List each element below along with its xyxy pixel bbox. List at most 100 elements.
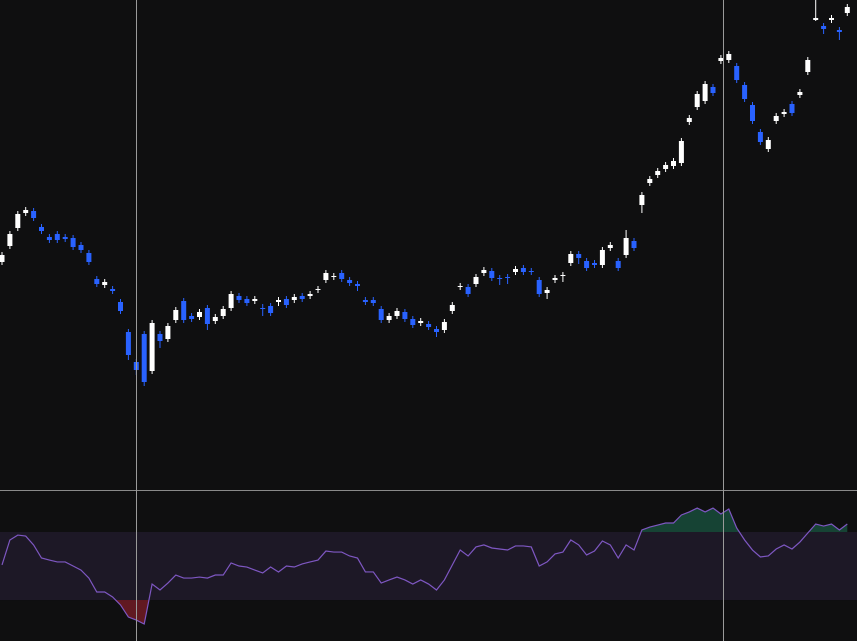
candle-body: [0, 255, 5, 262]
candle-body: [125, 332, 131, 355]
candle-body: [789, 104, 795, 113]
candle-body: [757, 132, 763, 142]
candle-body: [62, 237, 68, 239]
candle-body: [497, 278, 503, 279]
candle-body: [39, 227, 44, 231]
candle-body: [434, 329, 439, 332]
candle-body: [402, 312, 408, 319]
oversold-fill: [115, 600, 149, 624]
candle-body: [149, 323, 155, 371]
candle-body: [678, 141, 684, 163]
candle-body: [536, 280, 542, 294]
candle-body: [23, 210, 29, 213]
candle-body: [520, 268, 526, 272]
candle-body: [347, 280, 353, 283]
overbought-fill: [2, 508, 848, 533]
candle-body: [647, 179, 653, 183]
candle-body: [291, 297, 297, 300]
candle-body: [7, 234, 13, 246]
candle-body: [355, 284, 360, 286]
candle-body: [252, 299, 258, 301]
candle-body: [797, 92, 803, 95]
candle-body: [441, 322, 447, 330]
candle-body: [220, 309, 226, 316]
candle-body: [141, 334, 147, 382]
candle-body: [702, 84, 708, 101]
candle-body: [165, 326, 171, 339]
candle-body: [244, 299, 250, 303]
candle-body: [86, 253, 92, 262]
candle-body: [813, 18, 819, 20]
candle-body: [102, 282, 108, 285]
candle-body: [15, 214, 21, 228]
candle-body: [829, 18, 834, 20]
candle-body: [370, 300, 376, 303]
candle-body: [283, 299, 289, 305]
candle-body: [552, 278, 558, 280]
candle-body: [844, 7, 850, 13]
candle-body: [204, 308, 210, 324]
candle-body: [212, 317, 218, 321]
candle-body: [426, 324, 432, 327]
candle-body: [94, 279, 100, 284]
candle-body: [481, 270, 487, 273]
candle-body: [78, 245, 84, 250]
candle-body: [189, 316, 195, 319]
candle-body: [765, 140, 771, 149]
candle-body: [615, 261, 621, 268]
candle-body: [686, 118, 692, 122]
candle-body: [592, 263, 597, 265]
candle-body: [339, 273, 345, 279]
candle-body: [576, 254, 582, 258]
candle-body: [718, 58, 724, 61]
candle-body: [236, 296, 242, 300]
candle-body: [505, 277, 511, 278]
candle-body: [750, 105, 755, 121]
candle-body: [781, 112, 787, 114]
candle-body: [465, 287, 471, 294]
candle-body: [623, 238, 629, 255]
rsi-line: [1, 507, 848, 625]
candle-body: [46, 237, 52, 240]
candle-body: [173, 310, 179, 320]
candle-body: [544, 290, 550, 293]
candle-body: [489, 271, 495, 278]
candle-body: [560, 275, 566, 276]
candle-body: [805, 60, 811, 72]
candle-body: [228, 294, 234, 308]
candle-body: [197, 312, 202, 317]
candle-body: [307, 294, 313, 296]
candle-body: [362, 300, 368, 302]
candle-body: [70, 238, 76, 247]
candle-body: [821, 26, 827, 29]
candle-body: [663, 165, 669, 169]
candle-body: [54, 234, 60, 240]
candle-body: [394, 311, 400, 316]
candle-body: [694, 94, 700, 107]
candle-body: [457, 286, 463, 287]
candle-body: [773, 116, 779, 121]
candle-body: [836, 30, 842, 32]
candle-body: [734, 66, 740, 80]
candle-body: [181, 301, 187, 320]
candle-body: [584, 261, 590, 268]
candle-body: [157, 334, 163, 341]
candle-body: [110, 289, 116, 291]
candle-body: [607, 245, 613, 248]
candle-body: [599, 250, 605, 265]
candle-body: [378, 309, 384, 320]
candle-body: [568, 254, 574, 263]
candle-body: [655, 171, 661, 175]
candle-body: [528, 271, 534, 272]
candle-body: [331, 276, 337, 277]
candle-body: [299, 296, 305, 299]
candle-body: [31, 211, 37, 218]
candle-body: [671, 161, 676, 166]
rsi-band: [0, 532, 857, 601]
candle-body: [118, 302, 123, 311]
candle-body: [323, 273, 329, 280]
candle-body: [276, 300, 281, 302]
